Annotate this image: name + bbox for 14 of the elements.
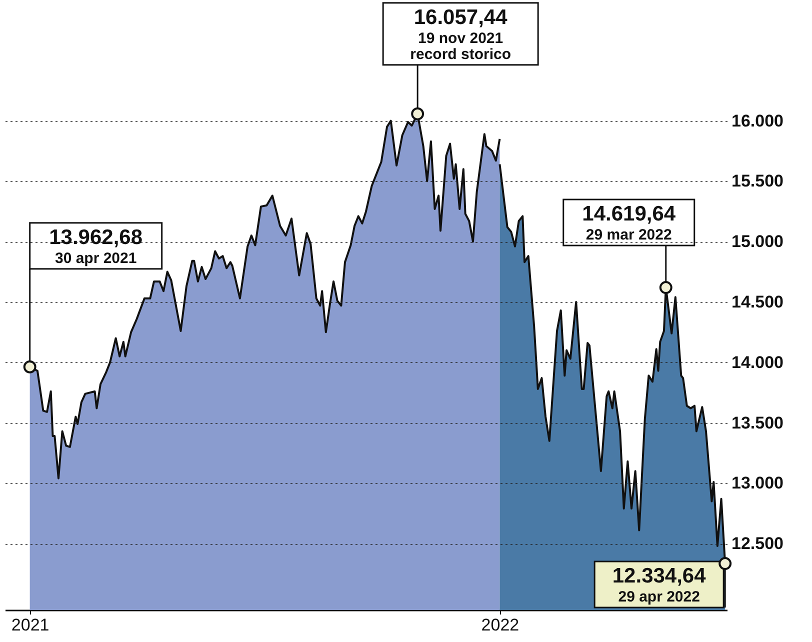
y-tick-label: 14.500 [732,292,784,312]
annotation: 14.619,64 29 mar 2022 [582,202,676,244]
y-tick-label: 15.500 [732,172,784,191]
y-tick-label: 12.500 [732,534,784,554]
annotation: 13.962,68 30 apr 2021 [49,226,143,267]
y-tick-label: 14.000 [732,352,784,372]
y-tick-label: 16.000 [732,111,784,130]
annotation: 16.057,44 19 nov 2021 record storico [410,6,512,63]
y-tick-label: 15.000 [732,232,784,252]
annotation: 12.334,64 29 apr 2022 [612,564,706,606]
y-tick-label: 13.000 [732,474,784,493]
x-tick-label: 2021 [11,616,50,634]
y-tick-label: 13.500 [732,413,784,432]
x-tick-label: 2022 [481,616,520,634]
